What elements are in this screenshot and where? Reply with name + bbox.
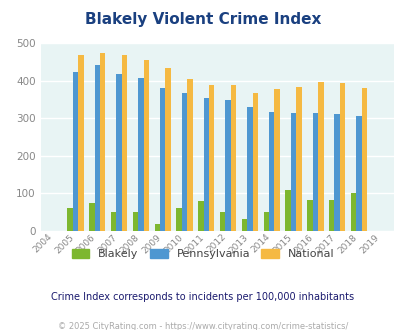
Bar	[154, 224, 160, 231]
Bar	[296, 86, 301, 231]
Bar	[89, 203, 94, 231]
Bar	[176, 208, 181, 231]
Bar	[203, 98, 209, 231]
Bar	[220, 212, 225, 231]
Bar	[307, 200, 312, 231]
Bar	[165, 69, 171, 231]
Text: Crime Index corresponds to incidents per 100,000 inhabitants: Crime Index corresponds to incidents per…	[51, 292, 354, 302]
Bar	[285, 190, 290, 231]
Bar	[78, 54, 83, 231]
Bar	[116, 74, 121, 231]
Bar	[225, 100, 230, 231]
Bar	[100, 53, 105, 231]
Bar	[132, 212, 138, 231]
Bar	[67, 209, 72, 231]
Bar	[339, 83, 345, 231]
Bar	[241, 218, 247, 231]
Bar	[290, 113, 296, 231]
Text: © 2025 CityRating.com - https://www.cityrating.com/crime-statistics/: © 2025 CityRating.com - https://www.city…	[58, 322, 347, 330]
Bar	[181, 93, 187, 231]
Bar	[263, 212, 269, 231]
Bar	[72, 72, 78, 231]
Bar	[328, 200, 334, 231]
Bar	[198, 201, 203, 231]
Bar	[355, 116, 361, 231]
Text: Blakely Violent Crime Index: Blakely Violent Crime Index	[85, 12, 320, 26]
Bar	[160, 88, 165, 231]
Bar	[312, 113, 317, 231]
Bar	[94, 65, 100, 231]
Bar	[317, 82, 323, 231]
Bar	[138, 78, 143, 231]
Legend: Blakely, Pennsylvania, National: Blakely, Pennsylvania, National	[67, 244, 338, 263]
Bar	[274, 89, 279, 231]
Bar	[252, 92, 258, 231]
Bar	[122, 55, 127, 231]
Bar	[230, 85, 236, 231]
Bar	[187, 79, 192, 231]
Bar	[269, 113, 274, 231]
Bar	[247, 107, 252, 231]
Bar	[111, 212, 116, 231]
Bar	[334, 115, 339, 231]
Bar	[209, 85, 214, 231]
Bar	[350, 193, 355, 231]
Bar	[361, 88, 366, 231]
Bar	[143, 60, 149, 231]
